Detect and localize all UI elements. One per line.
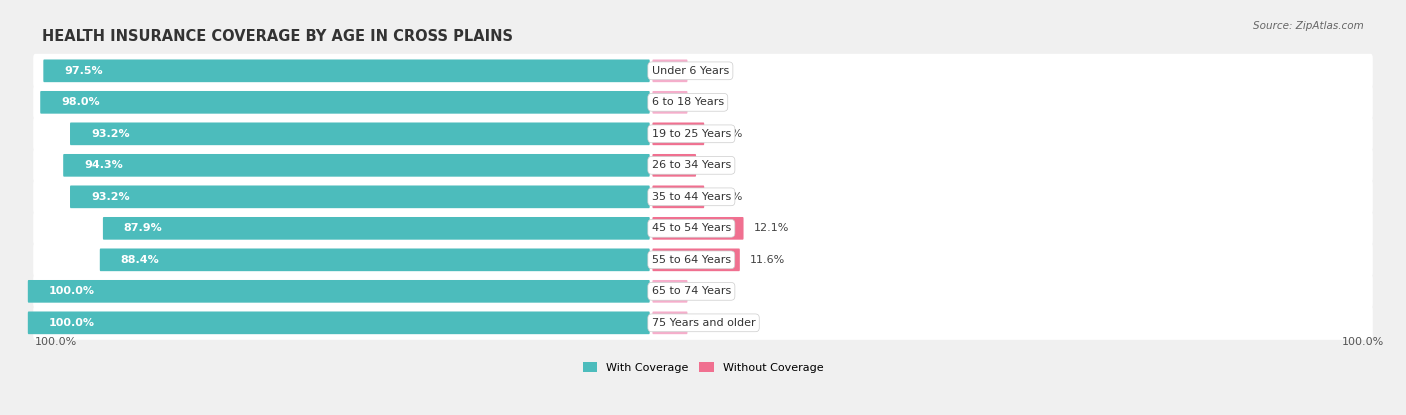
Text: 6 to 18 Years: 6 to 18 Years bbox=[652, 98, 724, 107]
Text: 100.0%: 100.0% bbox=[49, 318, 94, 328]
Text: HEALTH INSURANCE COVERAGE BY AGE IN CROSS PLAINS: HEALTH INSURANCE COVERAGE BY AGE IN CROS… bbox=[42, 29, 513, 44]
FancyBboxPatch shape bbox=[28, 312, 650, 334]
Text: 2.5%: 2.5% bbox=[697, 66, 725, 76]
Text: 100.0%: 100.0% bbox=[49, 286, 94, 296]
FancyBboxPatch shape bbox=[34, 306, 1372, 340]
FancyBboxPatch shape bbox=[34, 274, 1372, 308]
Text: 98.0%: 98.0% bbox=[60, 98, 100, 107]
FancyBboxPatch shape bbox=[34, 85, 1372, 120]
FancyBboxPatch shape bbox=[652, 217, 744, 240]
FancyBboxPatch shape bbox=[103, 217, 650, 240]
FancyBboxPatch shape bbox=[100, 249, 650, 271]
Text: 19 to 25 Years: 19 to 25 Years bbox=[652, 129, 731, 139]
Text: 11.6%: 11.6% bbox=[749, 255, 785, 265]
Text: 93.2%: 93.2% bbox=[91, 192, 129, 202]
Text: 65 to 74 Years: 65 to 74 Years bbox=[652, 286, 731, 296]
Text: 12.1%: 12.1% bbox=[754, 223, 789, 233]
FancyBboxPatch shape bbox=[41, 91, 650, 114]
FancyBboxPatch shape bbox=[70, 186, 650, 208]
Text: 75 Years and older: 75 Years and older bbox=[652, 318, 755, 328]
FancyBboxPatch shape bbox=[70, 122, 650, 145]
FancyBboxPatch shape bbox=[652, 280, 688, 303]
Text: 2.0%: 2.0% bbox=[697, 98, 725, 107]
Text: 6.8%: 6.8% bbox=[714, 192, 742, 202]
Text: 55 to 64 Years: 55 to 64 Years bbox=[652, 255, 731, 265]
Text: 94.3%: 94.3% bbox=[84, 160, 122, 170]
FancyBboxPatch shape bbox=[63, 154, 650, 177]
Text: 87.9%: 87.9% bbox=[124, 223, 163, 233]
Text: 6.8%: 6.8% bbox=[714, 129, 742, 139]
Text: 0.0%: 0.0% bbox=[697, 318, 725, 328]
Text: 0.0%: 0.0% bbox=[697, 286, 725, 296]
Text: 100.0%: 100.0% bbox=[35, 337, 77, 347]
Text: 93.2%: 93.2% bbox=[91, 129, 129, 139]
FancyBboxPatch shape bbox=[34, 243, 1372, 277]
Text: 100.0%: 100.0% bbox=[1341, 337, 1385, 347]
FancyBboxPatch shape bbox=[34, 117, 1372, 151]
FancyBboxPatch shape bbox=[652, 91, 688, 114]
FancyBboxPatch shape bbox=[34, 211, 1372, 245]
Text: 45 to 54 Years: 45 to 54 Years bbox=[652, 223, 731, 233]
FancyBboxPatch shape bbox=[652, 154, 696, 177]
FancyBboxPatch shape bbox=[652, 249, 740, 271]
FancyBboxPatch shape bbox=[28, 280, 650, 303]
FancyBboxPatch shape bbox=[652, 186, 704, 208]
FancyBboxPatch shape bbox=[34, 148, 1372, 182]
Text: 26 to 34 Years: 26 to 34 Years bbox=[652, 160, 731, 170]
Legend: With Coverage, Without Coverage: With Coverage, Without Coverage bbox=[578, 358, 828, 377]
Text: 35 to 44 Years: 35 to 44 Years bbox=[652, 192, 731, 202]
Text: 97.5%: 97.5% bbox=[65, 66, 103, 76]
Text: 5.7%: 5.7% bbox=[706, 160, 734, 170]
FancyBboxPatch shape bbox=[34, 54, 1372, 88]
Text: Source: ZipAtlas.com: Source: ZipAtlas.com bbox=[1253, 21, 1364, 31]
FancyBboxPatch shape bbox=[652, 312, 688, 334]
Text: Under 6 Years: Under 6 Years bbox=[652, 66, 728, 76]
FancyBboxPatch shape bbox=[652, 59, 688, 82]
FancyBboxPatch shape bbox=[44, 59, 650, 82]
FancyBboxPatch shape bbox=[34, 180, 1372, 214]
Text: 88.4%: 88.4% bbox=[121, 255, 159, 265]
FancyBboxPatch shape bbox=[652, 122, 704, 145]
